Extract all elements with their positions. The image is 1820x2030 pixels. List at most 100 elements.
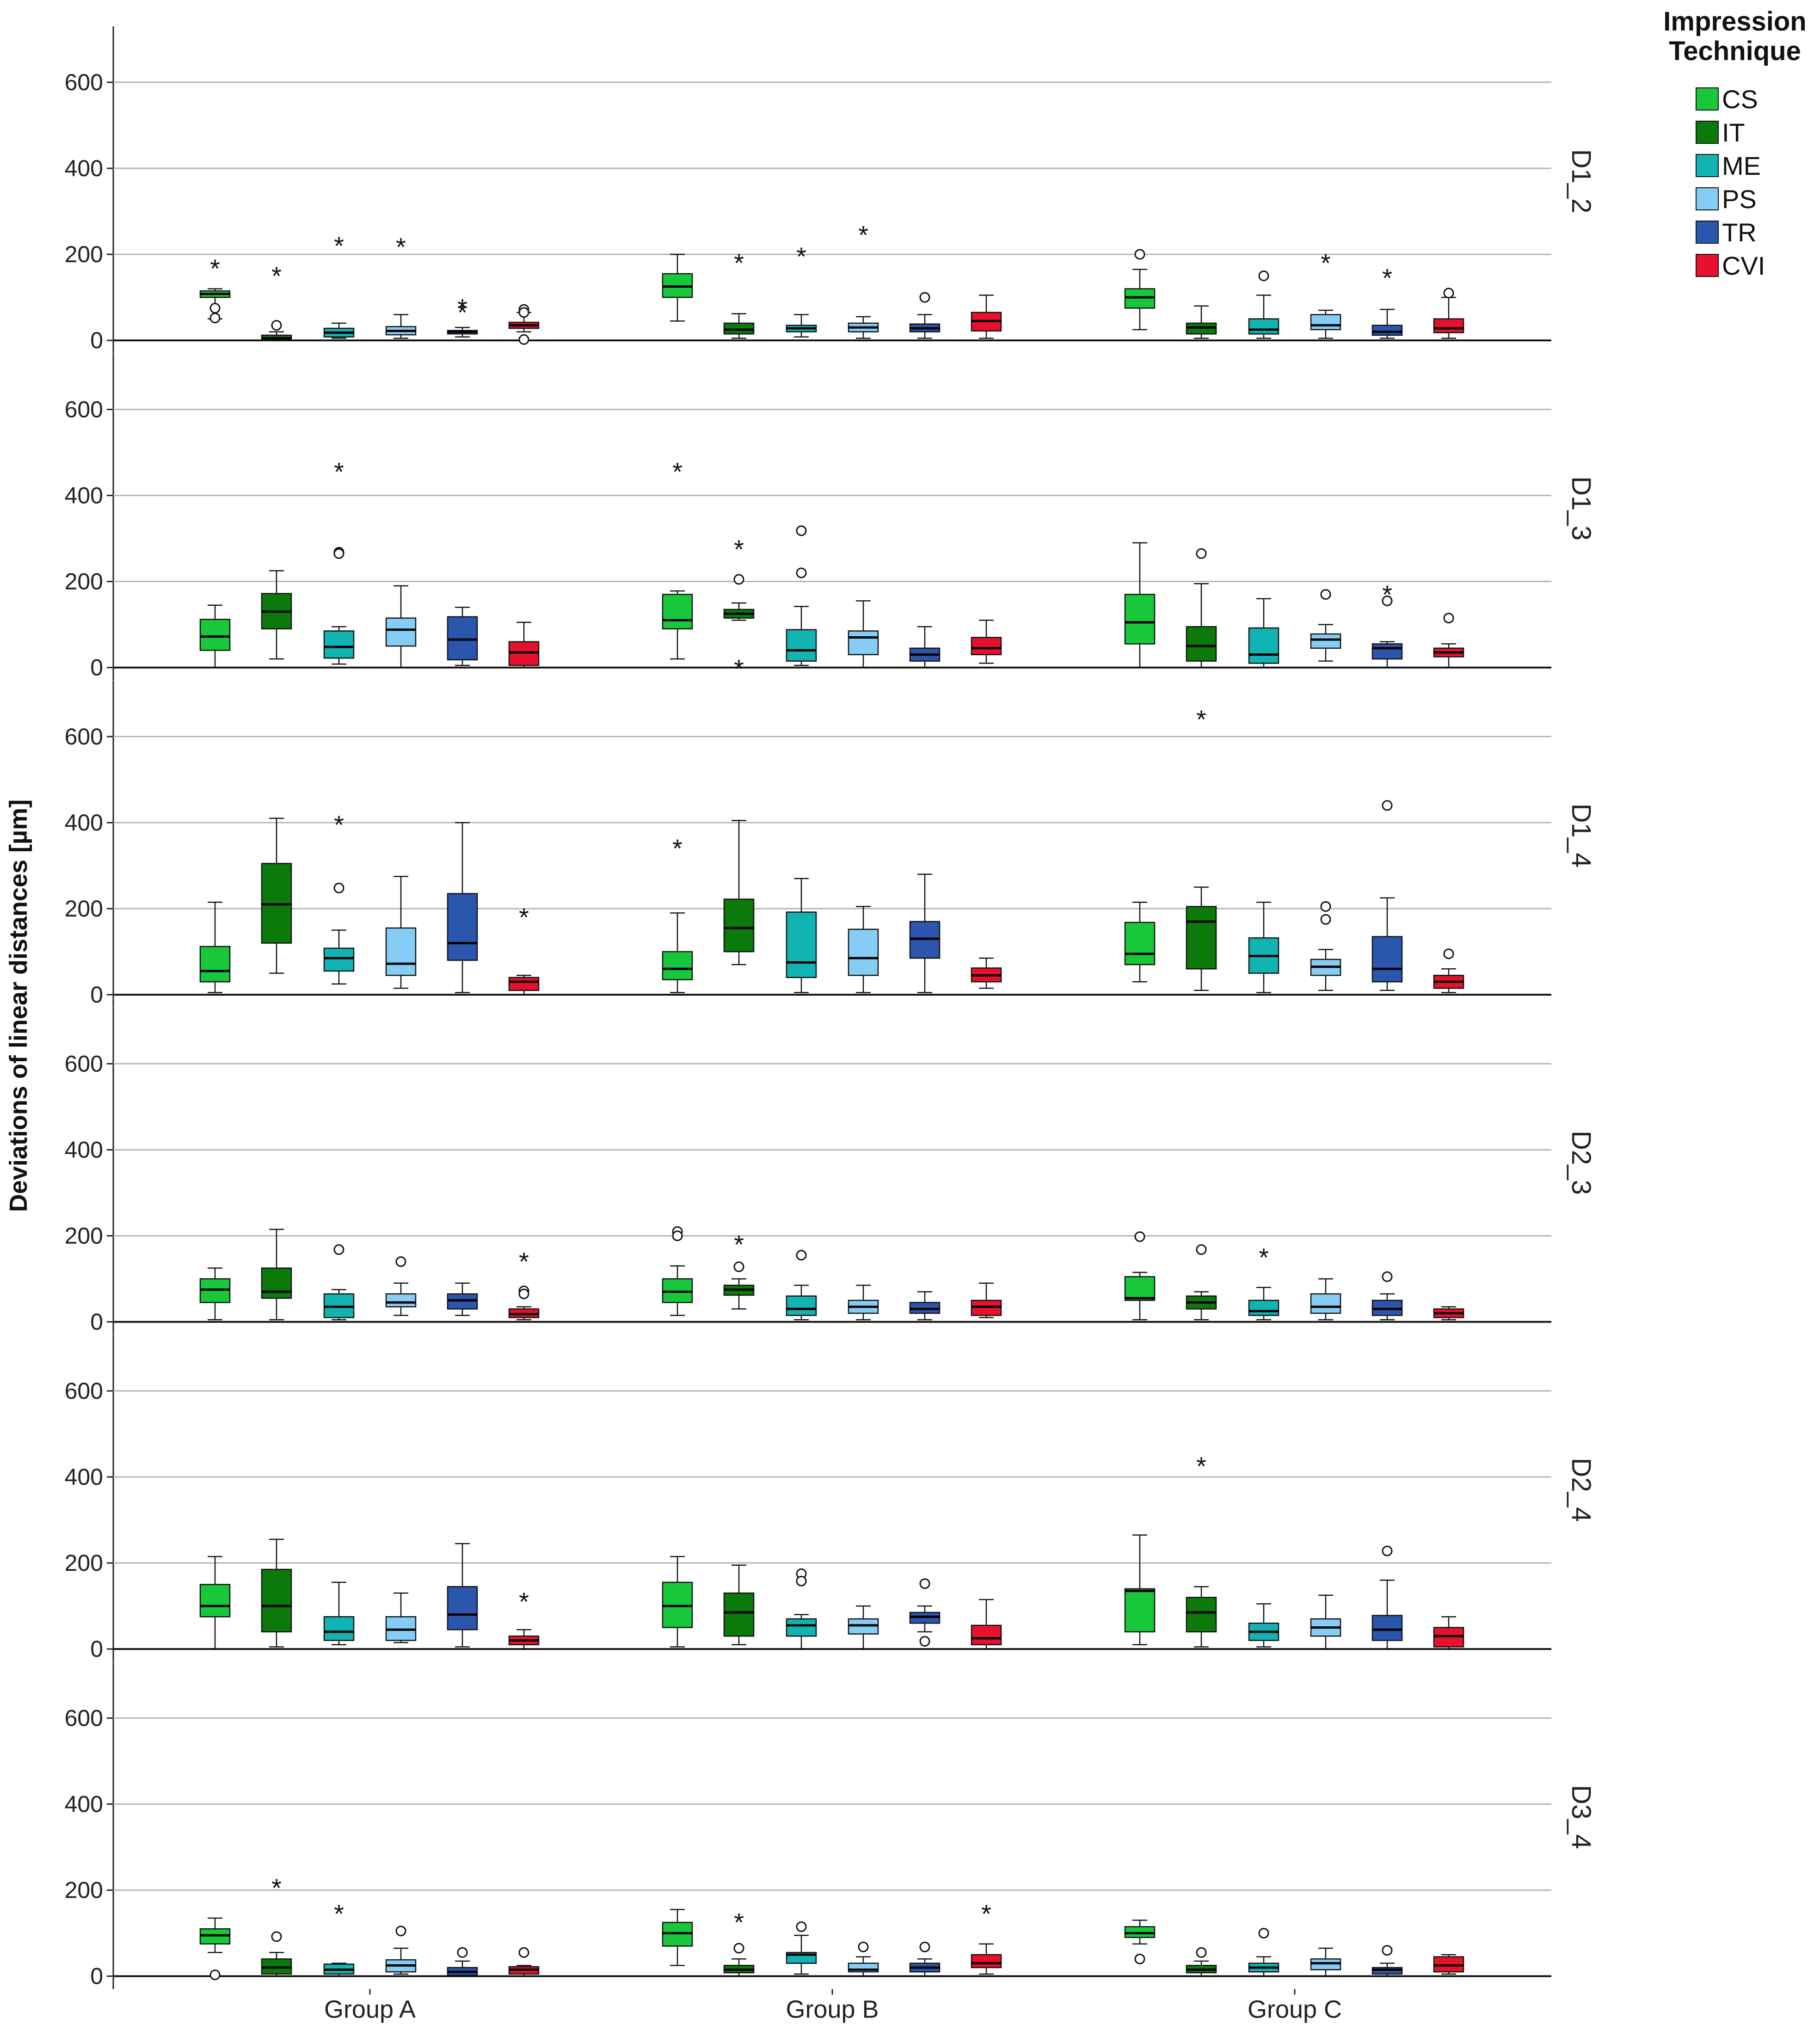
outlier-circle [518,1947,529,1958]
box [786,1295,817,1316]
extreme-star: * [457,298,467,327]
y-tick-label: 600 [65,1705,103,1731]
box [1124,922,1156,966]
box [385,617,417,647]
y-tick-label: 0 [90,655,103,681]
outlier-circle [1258,1928,1269,1939]
legend-title-line1: Impression [1663,6,1806,37]
legend-title-line2: Technique [1669,36,1801,66]
box [971,1954,1002,1968]
y-tick-label: 0 [90,1636,103,1662]
legend-label: ME [1722,151,1761,180]
y-tick-label: 0 [90,982,103,1008]
extreme-star: * [271,261,282,290]
y-tick-label: 400 [65,1791,103,1817]
box [1248,627,1279,664]
extreme-star: * [734,248,744,277]
outlier-circle [796,1575,807,1587]
box [199,1584,231,1618]
y-tick-label: 400 [65,1464,103,1490]
box [1186,906,1217,970]
box [447,1586,478,1630]
outlier-circle [1382,1545,1393,1556]
box [385,927,417,976]
extreme-star: * [796,242,806,271]
box [447,616,478,661]
extreme-star: * [457,294,467,323]
legend-swatch [1696,87,1719,111]
y-tick-label: 400 [65,155,103,181]
box [1186,1597,1217,1633]
box [1371,325,1403,336]
outlier-circle [1382,595,1393,606]
box [199,619,231,651]
outlier-circle [919,1578,930,1589]
outlier-circle [1258,271,1269,282]
box [662,594,693,630]
y-tick-label: 400 [65,1137,103,1163]
box [662,951,693,980]
box [848,630,879,655]
extreme-star: * [858,221,868,250]
box [261,1267,292,1299]
box [723,898,755,953]
box [723,1592,755,1637]
outlier-circle [1443,613,1454,624]
box [1310,1293,1341,1314]
outlier-circle [796,1921,807,1932]
outlier-circle [796,1249,807,1261]
panel-label: D1_2 [1566,149,1596,214]
legend-label: IT [1722,118,1745,147]
y-tick-label: 600 [65,69,103,95]
outlier-circle [1196,548,1207,559]
box [848,929,879,976]
outlier-circle [919,1636,930,1647]
outlier-circle [1443,948,1454,960]
outlier-circle [1320,914,1331,925]
x-category-label: Group B [786,1996,879,2024]
extreme-star: * [1382,264,1392,293]
legend-label: CS [1722,85,1758,114]
legend-label: TR [1722,218,1757,247]
box [1310,314,1341,331]
outlier-circle [1382,1945,1393,1956]
outlier-circle [395,1925,406,1937]
extreme-star: * [1321,248,1331,277]
box [1248,318,1279,335]
box [199,946,231,983]
outlier-circle [518,334,529,345]
box [1310,633,1341,649]
legend-swatch [1696,154,1719,177]
extreme-star: * [734,535,744,564]
y-tick-label: 200 [65,896,103,922]
y-tick-label: 400 [65,482,103,508]
box [971,1624,1002,1646]
legend-swatch [1696,221,1719,244]
outlier-circle [1134,1231,1145,1242]
outlier-circle [1320,901,1331,912]
extreme-star: * [981,1899,991,1928]
outlier-circle [209,1969,221,1981]
box [323,1616,355,1641]
extreme-star: * [334,231,344,260]
extreme-star: * [672,834,682,863]
legend-swatch [1696,254,1719,277]
extreme-star: * [672,457,682,486]
y-tick-label: 400 [65,810,103,836]
outlier-circle [672,1230,683,1242]
y-tick-label: 0 [90,1309,103,1335]
outlier-circle [796,525,807,536]
panel-label: D2_4 [1566,1458,1596,1522]
box [1124,594,1156,645]
outlier-circle [1382,800,1393,811]
outlier-circle [333,882,344,893]
y-tick-label: 200 [65,569,103,595]
legend-label: CVI [1722,251,1765,280]
x-category-label: Group A [324,1996,416,2024]
extreme-star: * [396,233,406,262]
panel-label: D3_4 [1566,1785,1596,1849]
extreme-star: * [519,903,529,932]
extreme-star: * [210,254,220,283]
